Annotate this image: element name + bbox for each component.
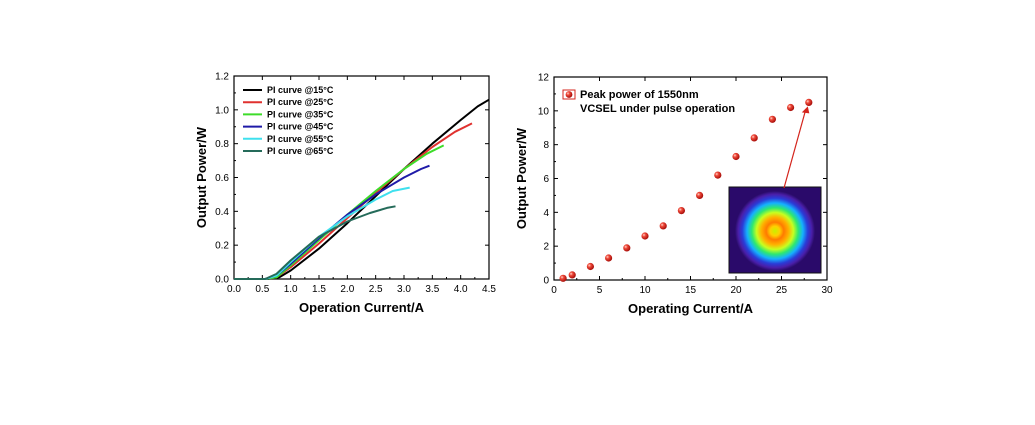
legend-label: Peak power of 1550nm VCSEL under pulse op…	[580, 89, 735, 115]
inset-border	[728, 186, 822, 274]
series-line	[234, 164, 430, 280]
y-tick-label: 0.8	[215, 139, 229, 150]
x-tick-label: 4.0	[454, 284, 468, 295]
y-tick-label: 12	[538, 73, 550, 84]
legend-label: PI curve @35°C	[267, 109, 334, 119]
x-tick-label: 1.5	[312, 284, 326, 295]
x-tick-label: 2.0	[340, 284, 354, 295]
data-point	[696, 191, 704, 199]
x-tick-label: 25	[776, 285, 788, 296]
legend-marker	[565, 91, 573, 98]
x-axis-label: Operation Current/A	[299, 300, 425, 315]
y-tick-label: 1.0	[215, 105, 229, 116]
data-point	[677, 207, 686, 215]
y-tick-label: 1.2	[215, 72, 229, 83]
legend-frame	[562, 89, 576, 100]
data-point	[768, 115, 777, 123]
x-tick-label: 0.0	[227, 284, 241, 295]
chart-peak-power: 0 5 10 15 20 25 30 0 2 4 6 8 10 12 Operating Current/A…	[514, 73, 833, 317]
legend-label-line: Peak power of 1550nm	[580, 89, 699, 101]
x-tick-label: 1.0	[284, 284, 298, 295]
data-point	[568, 271, 576, 279]
y-tick-label: 2	[543, 242, 549, 253]
x-axis-label: Operating Current/A	[628, 301, 754, 316]
x-tick-label: 4.5	[482, 284, 496, 295]
y-tick-label: 4	[543, 208, 549, 219]
y-tick-label: 0.2	[215, 241, 229, 252]
legend-label: PI curve @15°C	[267, 85, 334, 95]
x-tick-label: 2.5	[369, 284, 383, 295]
data-point	[714, 171, 722, 179]
data-point	[732, 152, 740, 161]
legend-label: PI curve @65°C	[267, 146, 334, 156]
y-tick-label: 0.4	[215, 207, 229, 218]
legend-label: PI curve @45°C	[267, 122, 334, 132]
arrow-line	[783, 109, 807, 189]
data-point	[659, 222, 667, 230]
legend-label: PI curve @25°C	[267, 97, 334, 107]
chart-pi-curves: 0.0 0.5 1.0 1.5 2.0 2.5 3.0 3.5 4.0 4.5 0.0 0.2 0.4 0…	[194, 72, 496, 316]
arrow-head	[801, 106, 810, 114]
y-tick-label: 0.0	[215, 275, 229, 286]
data-point	[750, 134, 758, 142]
data-point	[559, 274, 567, 282]
x-tick-label: 0.5	[255, 284, 269, 295]
x-tick-label: 10	[639, 285, 651, 296]
x-tick-label: 3.0	[397, 284, 411, 295]
y-tick-label: 0.6	[215, 173, 229, 184]
data-point	[605, 254, 613, 262]
x-tick-label: 5	[597, 285, 603, 296]
data-point	[787, 103, 795, 112]
x-tick-label: 3.5	[425, 284, 439, 295]
y-axis-label: Output Power/W	[514, 127, 529, 229]
y-tick-label: 6	[543, 174, 549, 185]
y-tick-label: 8	[543, 140, 549, 151]
data-point	[641, 232, 649, 240]
x-tick-label: 30	[821, 285, 833, 296]
legend-label-line: VCSEL under pulse operation	[580, 103, 735, 115]
x-tick-label: 0	[551, 285, 557, 296]
inset-beam-image	[728, 186, 822, 274]
x-tick-label: 20	[730, 285, 742, 296]
y-tick-label: 10	[538, 106, 550, 117]
x-tick-label: 15	[685, 285, 697, 296]
data-point	[623, 244, 631, 252]
y-tick-label: 0	[543, 276, 549, 287]
beam-spot	[735, 191, 815, 271]
y-axis-label: Output Power/W	[194, 126, 209, 228]
data-point	[586, 262, 595, 271]
series-line	[234, 144, 445, 280]
series-line	[234, 186, 410, 280]
data-point	[805, 98, 813, 106]
series-line	[234, 205, 396, 280]
legend-label: PI curve @55°C	[267, 134, 334, 144]
